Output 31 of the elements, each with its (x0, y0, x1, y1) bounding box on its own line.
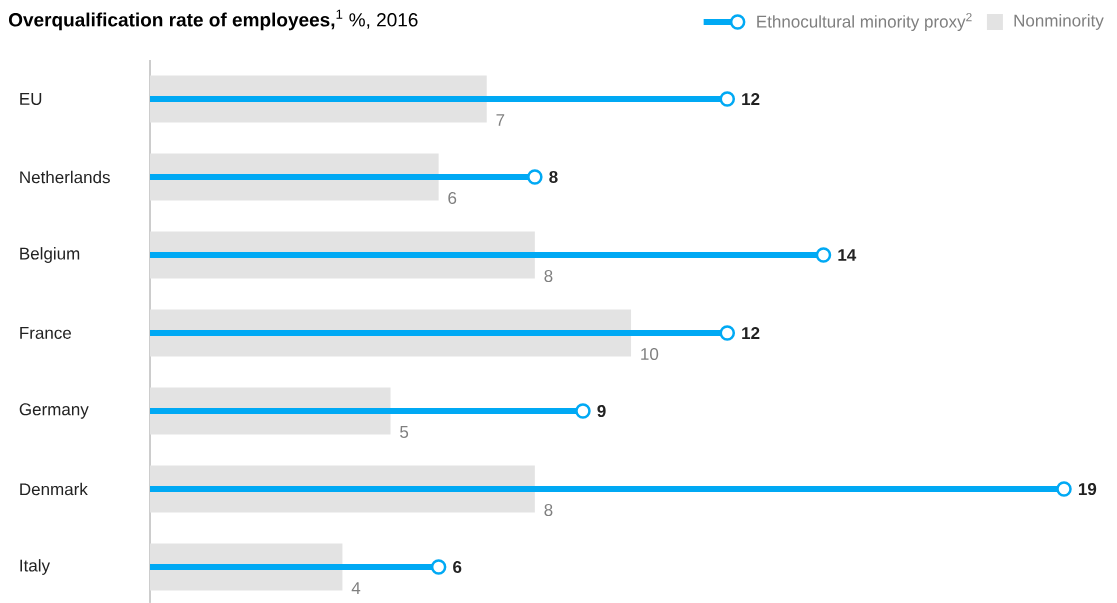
data-label: 6 (453, 561, 462, 574)
data-label: 14 (838, 249, 857, 261)
data-label: 8 (549, 170, 558, 184)
point (1056, 481, 1072, 497)
y-tick-label: Germany (19, 403, 89, 419)
point (527, 169, 543, 185)
data-label: 5 (400, 426, 409, 438)
data-label: 7 (496, 114, 505, 126)
y-tick-label: EU (20, 93, 42, 105)
y-tick-label: Belgium (20, 247, 80, 263)
legend-label: Ethnocultural minority proxy$^{2}$ (757, 12, 972, 32)
data-label: 4 (351, 582, 361, 594)
data-label: 10 (641, 347, 659, 361)
point (430, 559, 447, 575)
y-tick-label: France (20, 327, 72, 339)
data-label: 8 (544, 504, 553, 517)
point (815, 247, 832, 263)
y-tick-label: Italy (20, 559, 51, 575)
data-label: 12 (742, 93, 760, 105)
chart-title: Overqualification rate of employees,$^{1}$ %, 2016 (8, 9, 418, 31)
point (719, 91, 736, 107)
data-label: 6 (448, 191, 457, 205)
y-tick-label: Netherlands (20, 170, 110, 184)
data-label: 8 (544, 269, 553, 283)
point (719, 325, 736, 341)
data-label: 12 (742, 327, 760, 339)
data-label: 19 (1078, 483, 1097, 496)
y-tick-label: Denmark (20, 482, 88, 496)
data-label: 9 (597, 405, 606, 418)
legend-label: Nonminority (1014, 14, 1104, 30)
point (575, 403, 591, 419)
